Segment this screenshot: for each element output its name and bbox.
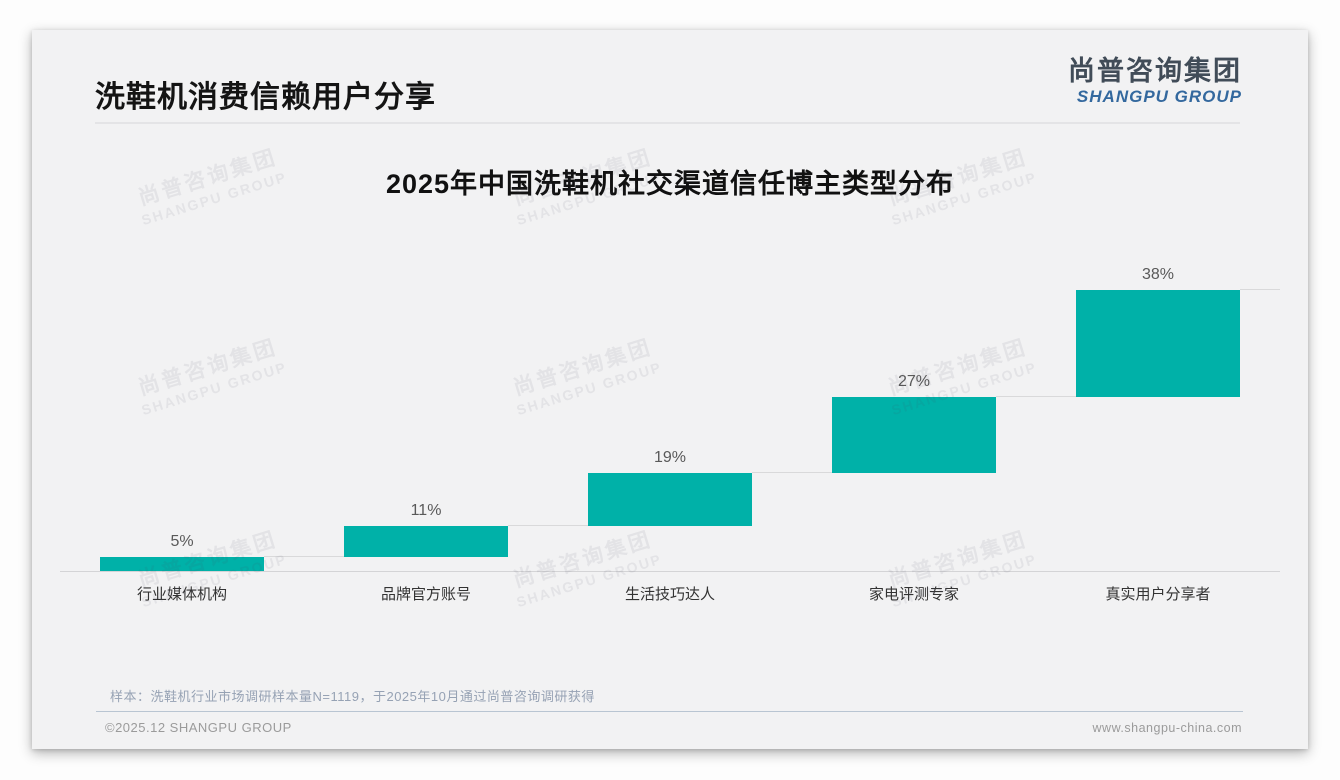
- category-label: 品牌官方账号: [380, 586, 471, 603]
- bar-value-label: 38%: [1141, 266, 1175, 283]
- connector-line: [264, 555, 344, 557]
- bar: [832, 396, 996, 473]
- category-label: 真实用户分享者: [1105, 586, 1211, 603]
- website-url: www.shangpu-china.com: [1092, 721, 1242, 735]
- plot-area: 5% 行业媒体机构 11% 品牌官方账号 19% 生活技巧达人 27% 家电评测专家 38% 真实…: [60, 266, 1280, 603]
- bar: [344, 526, 508, 557]
- chart-title: 2025年中国洗鞋机社交渠道信任博主类型分布: [385, 169, 955, 199]
- sample-footnote: 样本：洗鞋机行业市场调研样本量N=1119，于2025年10月通过尚普咨询调研获…: [110, 689, 595, 704]
- connector-line: [752, 471, 832, 473]
- bar-value-label: 5%: [170, 532, 194, 550]
- x-axis-baseline: [60, 571, 1280, 572]
- connector-line: [1240, 289, 1280, 290]
- logo-chinese-text: 尚普咨询集团: [1068, 56, 1242, 86]
- copyright-text: ©2025.12 SHANGPU GROUP: [105, 720, 292, 735]
- bar-value-label: 11%: [410, 502, 442, 520]
- bar-value-label: 19%: [653, 448, 687, 466]
- company-logo: 尚普咨询集团 SHANGPU GROUP: [1068, 56, 1242, 107]
- page-title: 洗鞋机消费信赖用户分享: [95, 81, 436, 114]
- connector-line: [996, 395, 1076, 397]
- connector-line: [508, 525, 588, 527]
- slide-card: 洗鞋机消费信赖用户分享 尚普咨询集团 SHANGPU GROUP 2025年中国…: [32, 30, 1308, 749]
- category-label: 家电评测专家: [868, 586, 959, 603]
- bar: [1076, 290, 1240, 397]
- bar: [588, 472, 752, 527]
- category-label: 行业媒体机构: [136, 586, 227, 603]
- footer-divider: [96, 711, 1243, 712]
- category-label: 生活技巧达人: [624, 586, 715, 603]
- bar: [100, 556, 264, 571]
- header-divider: [95, 122, 1240, 124]
- logo-english-text: SHANGPU GROUP: [1076, 87, 1242, 107]
- bar-value-label: 27%: [897, 372, 931, 390]
